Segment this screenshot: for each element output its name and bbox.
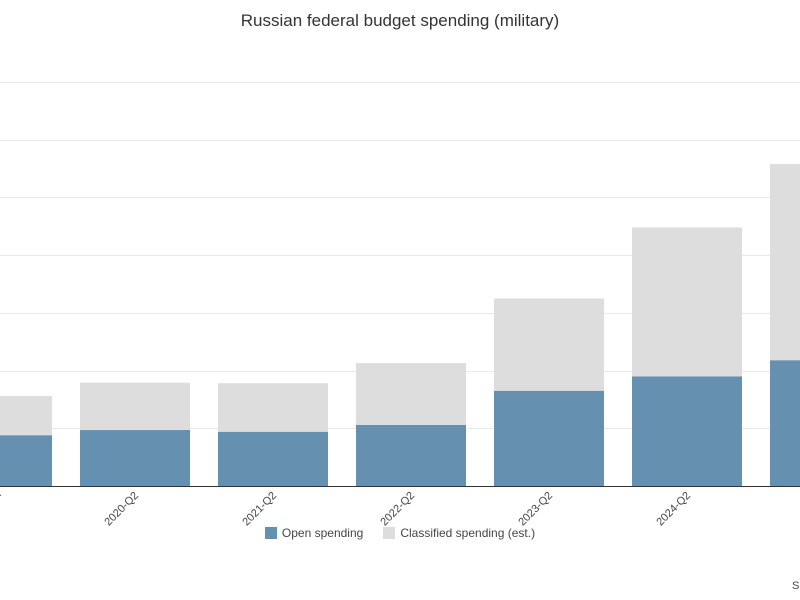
bar-classified-spending[interactable] <box>80 382 190 431</box>
bar-classified-spending[interactable] <box>494 298 604 391</box>
legend-swatch-open <box>264 527 277 539</box>
source-note: S <box>792 580 800 592</box>
chart-title: Russian federal budget spending (militar… <box>240 11 560 30</box>
bar-open-spending[interactable] <box>494 390 604 486</box>
legend-label-classified: Classified spending (est.) <box>400 526 536 540</box>
bar-classified-spending[interactable] <box>218 383 328 432</box>
x-tick-label: 2023-Q2 <box>516 490 555 529</box>
bar-open-spending[interactable] <box>632 376 742 486</box>
legend-item-open[interactable]: Open spending <box>264 526 364 540</box>
legend-item-classified[interactable]: Classified spending (est.) <box>383 526 535 540</box>
bar-open-spending[interactable] <box>770 360 800 486</box>
x-tick-label-clipped: · <box>0 490 6 501</box>
x-tick-label: 2024-Q2 <box>654 490 693 529</box>
bar-open-spending[interactable] <box>80 430 190 486</box>
bar-classified-spending[interactable] <box>770 163 800 361</box>
legend-label-open: Open spending <box>281 526 364 540</box>
bars <box>0 163 800 486</box>
legend-swatch-classified <box>383 527 396 539</box>
x-tick-label: 2022-Q2 <box>378 490 417 529</box>
bar-open-spending[interactable] <box>356 424 466 486</box>
bar-open-spending[interactable] <box>0 435 52 486</box>
legend: Open spending Classified spending (est.) <box>0 526 800 540</box>
x-tick-label: 2020-Q2 <box>102 490 141 529</box>
bar-classified-spending[interactable] <box>632 227 742 377</box>
bar-classified-spending[interactable] <box>356 363 466 425</box>
bar-open-spending[interactable] <box>218 431 328 486</box>
bar-classified-spending[interactable] <box>0 395 52 436</box>
x-tick-label: 2021-Q2 <box>240 490 279 529</box>
